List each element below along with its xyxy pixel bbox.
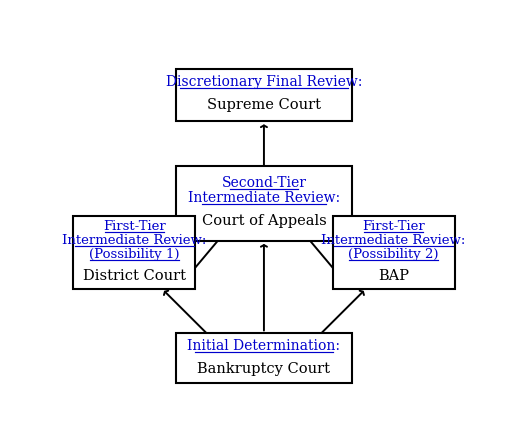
Text: Second-Tier: Second-Tier xyxy=(221,176,306,191)
FancyBboxPatch shape xyxy=(176,166,352,241)
Text: Intermediate Review:: Intermediate Review: xyxy=(62,234,207,247)
Text: Discretionary Final Review:: Discretionary Final Review: xyxy=(166,75,362,89)
Text: Supreme Court: Supreme Court xyxy=(207,98,321,112)
Text: (Possibility 1): (Possibility 1) xyxy=(89,248,179,260)
FancyBboxPatch shape xyxy=(176,334,352,384)
FancyBboxPatch shape xyxy=(73,216,195,289)
Text: Bankruptcy Court: Bankruptcy Court xyxy=(197,362,331,375)
Text: First-Tier: First-Tier xyxy=(362,220,425,233)
Text: Intermediate Review:: Intermediate Review: xyxy=(188,191,340,205)
Text: Intermediate Review:: Intermediate Review: xyxy=(321,234,466,247)
Text: District Court: District Court xyxy=(83,269,186,283)
Text: Court of Appeals: Court of Appeals xyxy=(201,214,327,228)
Text: First-Tier: First-Tier xyxy=(103,220,166,233)
FancyBboxPatch shape xyxy=(176,69,352,121)
Text: BAP: BAP xyxy=(378,269,409,283)
FancyBboxPatch shape xyxy=(333,216,455,289)
Text: (Possibility 2): (Possibility 2) xyxy=(349,248,439,260)
Text: Initial Determination:: Initial Determination: xyxy=(187,339,340,352)
